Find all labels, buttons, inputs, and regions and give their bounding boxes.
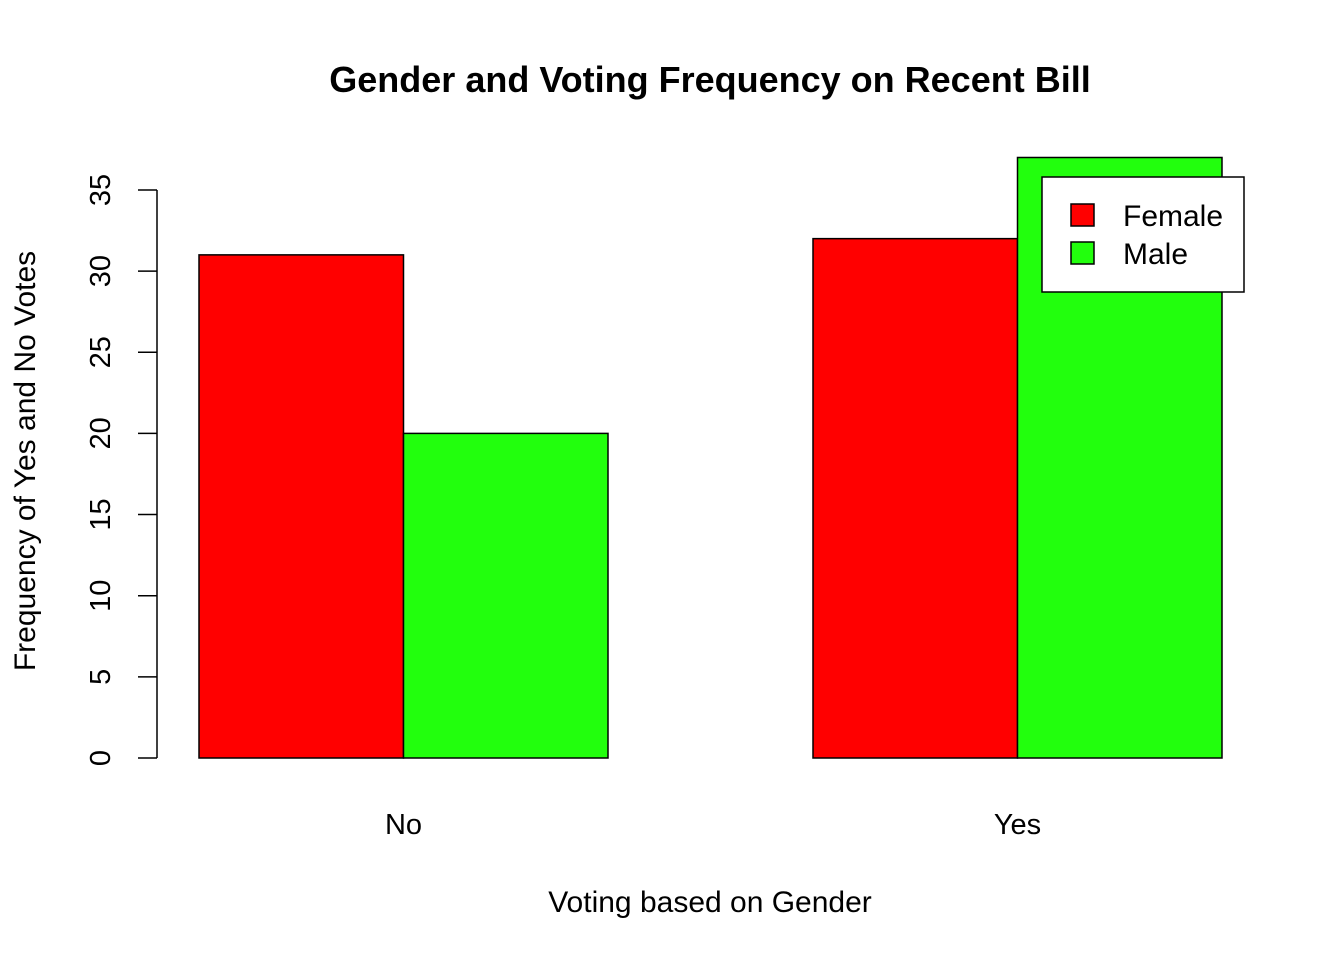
y-tick-label: 0 (85, 750, 117, 766)
legend-swatch-male (1070, 241, 1095, 265)
legend-label-female: Female (1123, 200, 1223, 233)
bar-female-yes (812, 237, 1019, 759)
y-tick-label: 10 (85, 580, 117, 612)
x-category-label-yes: Yes (994, 809, 1041, 841)
bar-male-no (402, 432, 609, 759)
y-tick-label: 5 (85, 669, 117, 685)
legend-label-male: Male (1123, 238, 1188, 271)
chart-title: Gender and Voting Frequency on Recent Bi… (329, 59, 1090, 100)
legend: Female Male (1041, 176, 1245, 293)
x-category-label-no: No (385, 809, 422, 841)
y-tick-label: 20 (85, 417, 117, 449)
y-tick-label: 30 (85, 255, 117, 287)
bar-female-no (198, 254, 405, 759)
y-tick-label: 25 (85, 336, 117, 368)
x-axis-label: Voting based on Gender (548, 886, 872, 919)
x-category-labels: No Yes (385, 809, 1041, 841)
y-tick-label: 15 (85, 498, 117, 530)
legend-box (1041, 176, 1245, 293)
y-tick-label: 35 (85, 174, 117, 206)
legend-swatch-female (1070, 203, 1095, 227)
y-axis: 0 5 10 15 20 25 30 35 (85, 174, 158, 766)
y-axis-label: Frequency of Yes and No Votes (9, 251, 42, 671)
